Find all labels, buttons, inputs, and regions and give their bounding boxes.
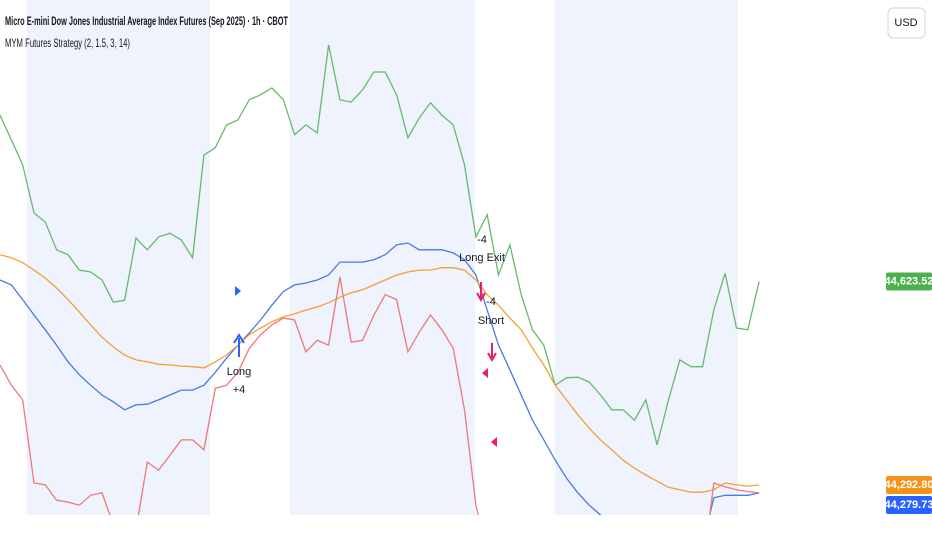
price-label: 44,279.73 — [885, 499, 932, 511]
price-label: 44,623.52 — [885, 275, 932, 287]
price-label: 44,292.80 — [885, 479, 932, 491]
trade-label: Short — [478, 315, 504, 327]
trade-qty: -4 — [486, 296, 496, 308]
series-line — [0, 254, 760, 493]
trade-labels: Long +4 -4 Long Exit -4 Short — [227, 234, 505, 396]
series-line — [0, 44, 760, 446]
price-label-box — [886, 475, 932, 494]
trade-label: Long — [227, 366, 251, 378]
chart-title: Micro E-mini Dow Jones Industrial Averag… — [5, 14, 288, 28]
time-axis — [0, 515, 880, 550]
marker — [235, 286, 241, 296]
price-label-box — [886, 272, 932, 291]
marker — [491, 437, 497, 447]
long-arrow — [233, 333, 245, 344]
plot — [0, 44, 760, 515]
marker — [482, 368, 488, 378]
currency-button[interactable] — [887, 7, 926, 39]
session-band — [555, 0, 738, 515]
axes: 44,623.52 44,292.80 44,279.73 — [885, 272, 932, 514]
trade-marks — [233, 282, 497, 447]
exit-arrow — [476, 292, 486, 303]
session-bands — [27, 0, 738, 515]
short-arrow — [487, 352, 497, 363]
series-line — [0, 276, 760, 515]
session-band — [290, 0, 475, 515]
session-band — [27, 0, 210, 515]
series-line — [0, 242, 760, 515]
trade-qty: +4 — [233, 384, 246, 396]
trade-label: Long Exit — [459, 252, 505, 264]
currency[interactable]: USD — [894, 17, 917, 29]
strategy-label: MYM Futures Strategy (2, 1.5, 3, 14) — [5, 36, 130, 50]
price-label-box — [886, 495, 932, 514]
trade-qty: -4 — [477, 234, 487, 246]
